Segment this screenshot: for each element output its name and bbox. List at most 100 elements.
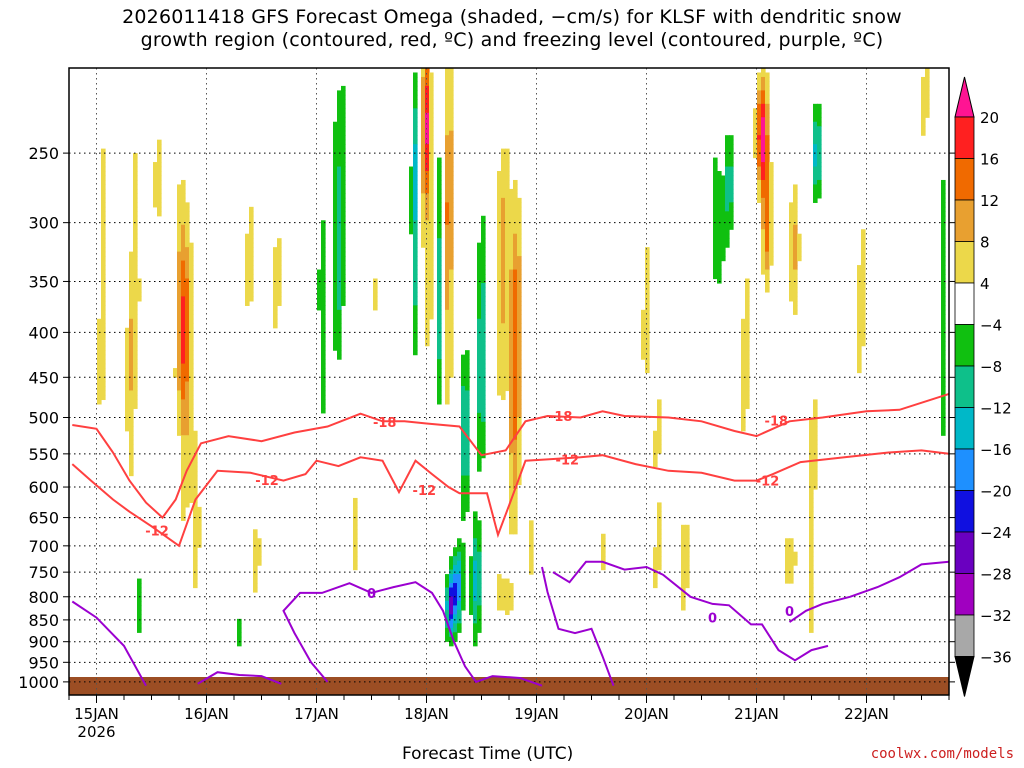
omega-cell	[341, 94, 346, 100]
omega-cell	[185, 260, 190, 266]
omega-cell	[509, 385, 514, 392]
omega-cell	[473, 560, 478, 566]
omega-cell	[129, 359, 134, 365]
omega-cell	[249, 274, 254, 280]
omega-cell	[425, 291, 430, 298]
omega-cell	[189, 278, 194, 284]
omega-cell	[505, 229, 510, 235]
omega-cell	[529, 551, 534, 557]
colorbar-bin	[954, 199, 975, 242]
omega-cell	[717, 260, 722, 266]
omega-cell	[477, 430, 482, 436]
omega-cell	[925, 112, 930, 118]
omega-cell	[481, 385, 486, 392]
omega-cell	[765, 90, 770, 96]
omega-cell	[461, 394, 466, 401]
omega-cell	[757, 139, 762, 145]
omega-cell	[505, 600, 510, 607]
omega-cell	[273, 309, 278, 315]
omega-cell	[337, 108, 342, 114]
omega-cell	[273, 305, 278, 311]
omega-cell	[425, 90, 430, 96]
omega-cell	[193, 430, 198, 436]
omega-cell	[425, 153, 430, 159]
credit-link[interactable]: coolwx.com/models	[870, 746, 1014, 762]
omega-cell	[497, 327, 502, 333]
omega-cell	[753, 153, 758, 159]
omega-cell	[809, 609, 814, 615]
omega-cell	[445, 233, 450, 239]
omega-cell	[789, 556, 794, 562]
omega-cell	[337, 265, 342, 271]
omega-cell	[193, 462, 198, 468]
omega-cell	[185, 247, 190, 253]
omega-cell	[277, 300, 282, 306]
omega-cell	[657, 533, 662, 539]
omega-cell	[193, 574, 198, 580]
omega-cell	[437, 363, 442, 369]
omega-cell	[245, 265, 250, 271]
omega-cell	[469, 605, 474, 611]
omega-cell	[745, 314, 750, 320]
omega-cell	[177, 260, 182, 266]
omega-cell	[941, 421, 946, 427]
omega-cell	[273, 260, 278, 266]
omega-cell	[181, 229, 186, 235]
omega-cell	[445, 229, 450, 235]
omega-cell	[461, 596, 466, 602]
omega-cell	[721, 215, 726, 221]
omega-cell	[517, 314, 522, 320]
omega-cell	[341, 85, 346, 91]
omega-cell	[601, 565, 606, 571]
omega-cell	[177, 345, 182, 351]
omega-cell	[449, 574, 454, 580]
omega-cell	[861, 327, 866, 333]
omega-cell	[653, 583, 658, 589]
omega-cell	[429, 153, 434, 159]
colorbar-bin	[954, 324, 975, 367]
omega-cell	[185, 457, 190, 463]
omega-cell	[193, 475, 198, 481]
omega-cell	[425, 68, 430, 74]
omega-cell	[769, 215, 774, 221]
omega-cell	[181, 309, 186, 315]
omega-cell	[477, 444, 482, 450]
omega-cell	[721, 229, 726, 235]
omega-cell	[517, 345, 522, 351]
omega-cell	[481, 394, 486, 401]
omega-cell	[189, 444, 194, 450]
omega-cell	[921, 85, 926, 91]
omega-cell	[101, 193, 106, 199]
omega-cell	[97, 385, 102, 392]
omega-cell	[445, 90, 450, 96]
omega-cell	[645, 300, 650, 306]
omega-cell	[745, 327, 750, 333]
omega-cell	[813, 162, 818, 168]
omega-cell	[437, 238, 442, 244]
omega-cell	[413, 229, 418, 235]
omega-cell	[101, 238, 106, 244]
omega-cell	[681, 529, 686, 535]
omega-cell	[185, 265, 190, 271]
omega-cell	[745, 323, 750, 329]
omega-cell	[429, 81, 434, 87]
omega-cell	[125, 412, 130, 418]
omega-cell	[425, 269, 430, 275]
omega-cell	[765, 175, 770, 181]
omega-cell	[809, 497, 814, 504]
omega-cell	[413, 215, 418, 221]
omega-cell	[921, 81, 926, 87]
omega-cell	[529, 565, 534, 571]
omega-cell	[761, 157, 766, 163]
omega-cell	[97, 363, 102, 369]
omega-cell	[333, 282, 338, 289]
omega-cell	[761, 202, 766, 208]
omega-cell	[861, 269, 866, 275]
omega-cell	[461, 511, 466, 517]
omega-cell	[481, 220, 486, 226]
omega-cell	[769, 197, 774, 203]
omega-cell	[793, 188, 798, 194]
omega-cell	[685, 565, 690, 571]
omega-cell	[473, 632, 478, 638]
omega-cell	[249, 282, 254, 289]
